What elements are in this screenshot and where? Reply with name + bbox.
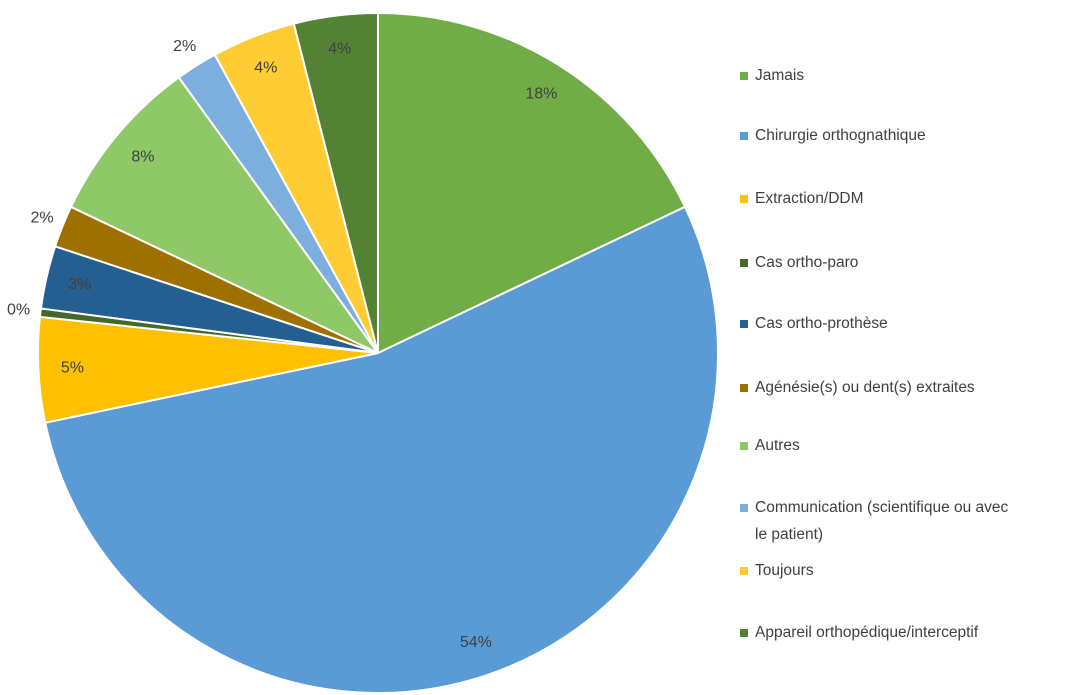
legend-label: Extraction/DDM — [755, 190, 864, 207]
pie-slice — [377, 11, 687, 355]
legend-item: Chirurgie orthognathique — [740, 122, 1025, 149]
legend-label: Toujours — [755, 562, 814, 579]
legend-item: Jamais — [740, 62, 1025, 89]
data-label: 54% — [460, 634, 492, 651]
legend-item: Communication (scientifique ou avec le p… — [740, 494, 1025, 548]
legend-label: Communication (scientifique ou avec le p… — [755, 499, 1009, 543]
legend-label: Jamais — [755, 67, 805, 84]
data-label: 5% — [61, 360, 84, 377]
legend-label: Chirurgie orthognathique — [755, 127, 926, 144]
legend-swatch — [740, 504, 748, 512]
legend-item: Cas ortho-paro — [740, 249, 1025, 276]
legend-swatch — [740, 567, 748, 575]
data-label: 8% — [131, 148, 154, 165]
legend-swatch — [740, 259, 748, 267]
legend-swatch — [740, 72, 748, 80]
legend-label: Cas ortho-prothèse — [755, 315, 888, 332]
legend-item: Toujours — [740, 557, 1025, 584]
legend-item: Autres — [740, 432, 1025, 459]
legend-item: Extraction/DDM — [740, 185, 1025, 212]
pie-slice — [44, 205, 719, 694]
legend-item: Agénésie(s) ou dent(s) extraites — [740, 374, 1025, 401]
data-label: 18% — [525, 85, 557, 102]
legend-label: Cas ortho-paro — [755, 254, 859, 271]
data-label: 2% — [173, 38, 196, 55]
legend-label: Agénésie(s) ou dent(s) extraites — [755, 379, 975, 396]
legend-item: Cas ortho-prothèse — [740, 310, 1025, 337]
legend-swatch — [740, 384, 748, 392]
data-label: 2% — [30, 209, 53, 226]
data-label: 4% — [254, 60, 277, 77]
data-label: 4% — [328, 41, 351, 58]
legend-swatch — [740, 195, 748, 203]
data-label: 3% — [68, 276, 91, 293]
legend-swatch — [740, 629, 748, 637]
pie-slice — [292, 11, 379, 354]
legend-label: Autres — [755, 437, 800, 454]
data-label: 0% — [7, 301, 30, 318]
legend-label: Appareil orthopédique/interceptif — [755, 624, 979, 641]
legend-swatch — [740, 320, 748, 328]
legend-swatch — [740, 442, 748, 450]
pie-slice — [69, 76, 379, 354]
legend-swatch — [740, 132, 748, 140]
legend-item: Appareil orthopédique/interceptif — [740, 619, 1025, 646]
